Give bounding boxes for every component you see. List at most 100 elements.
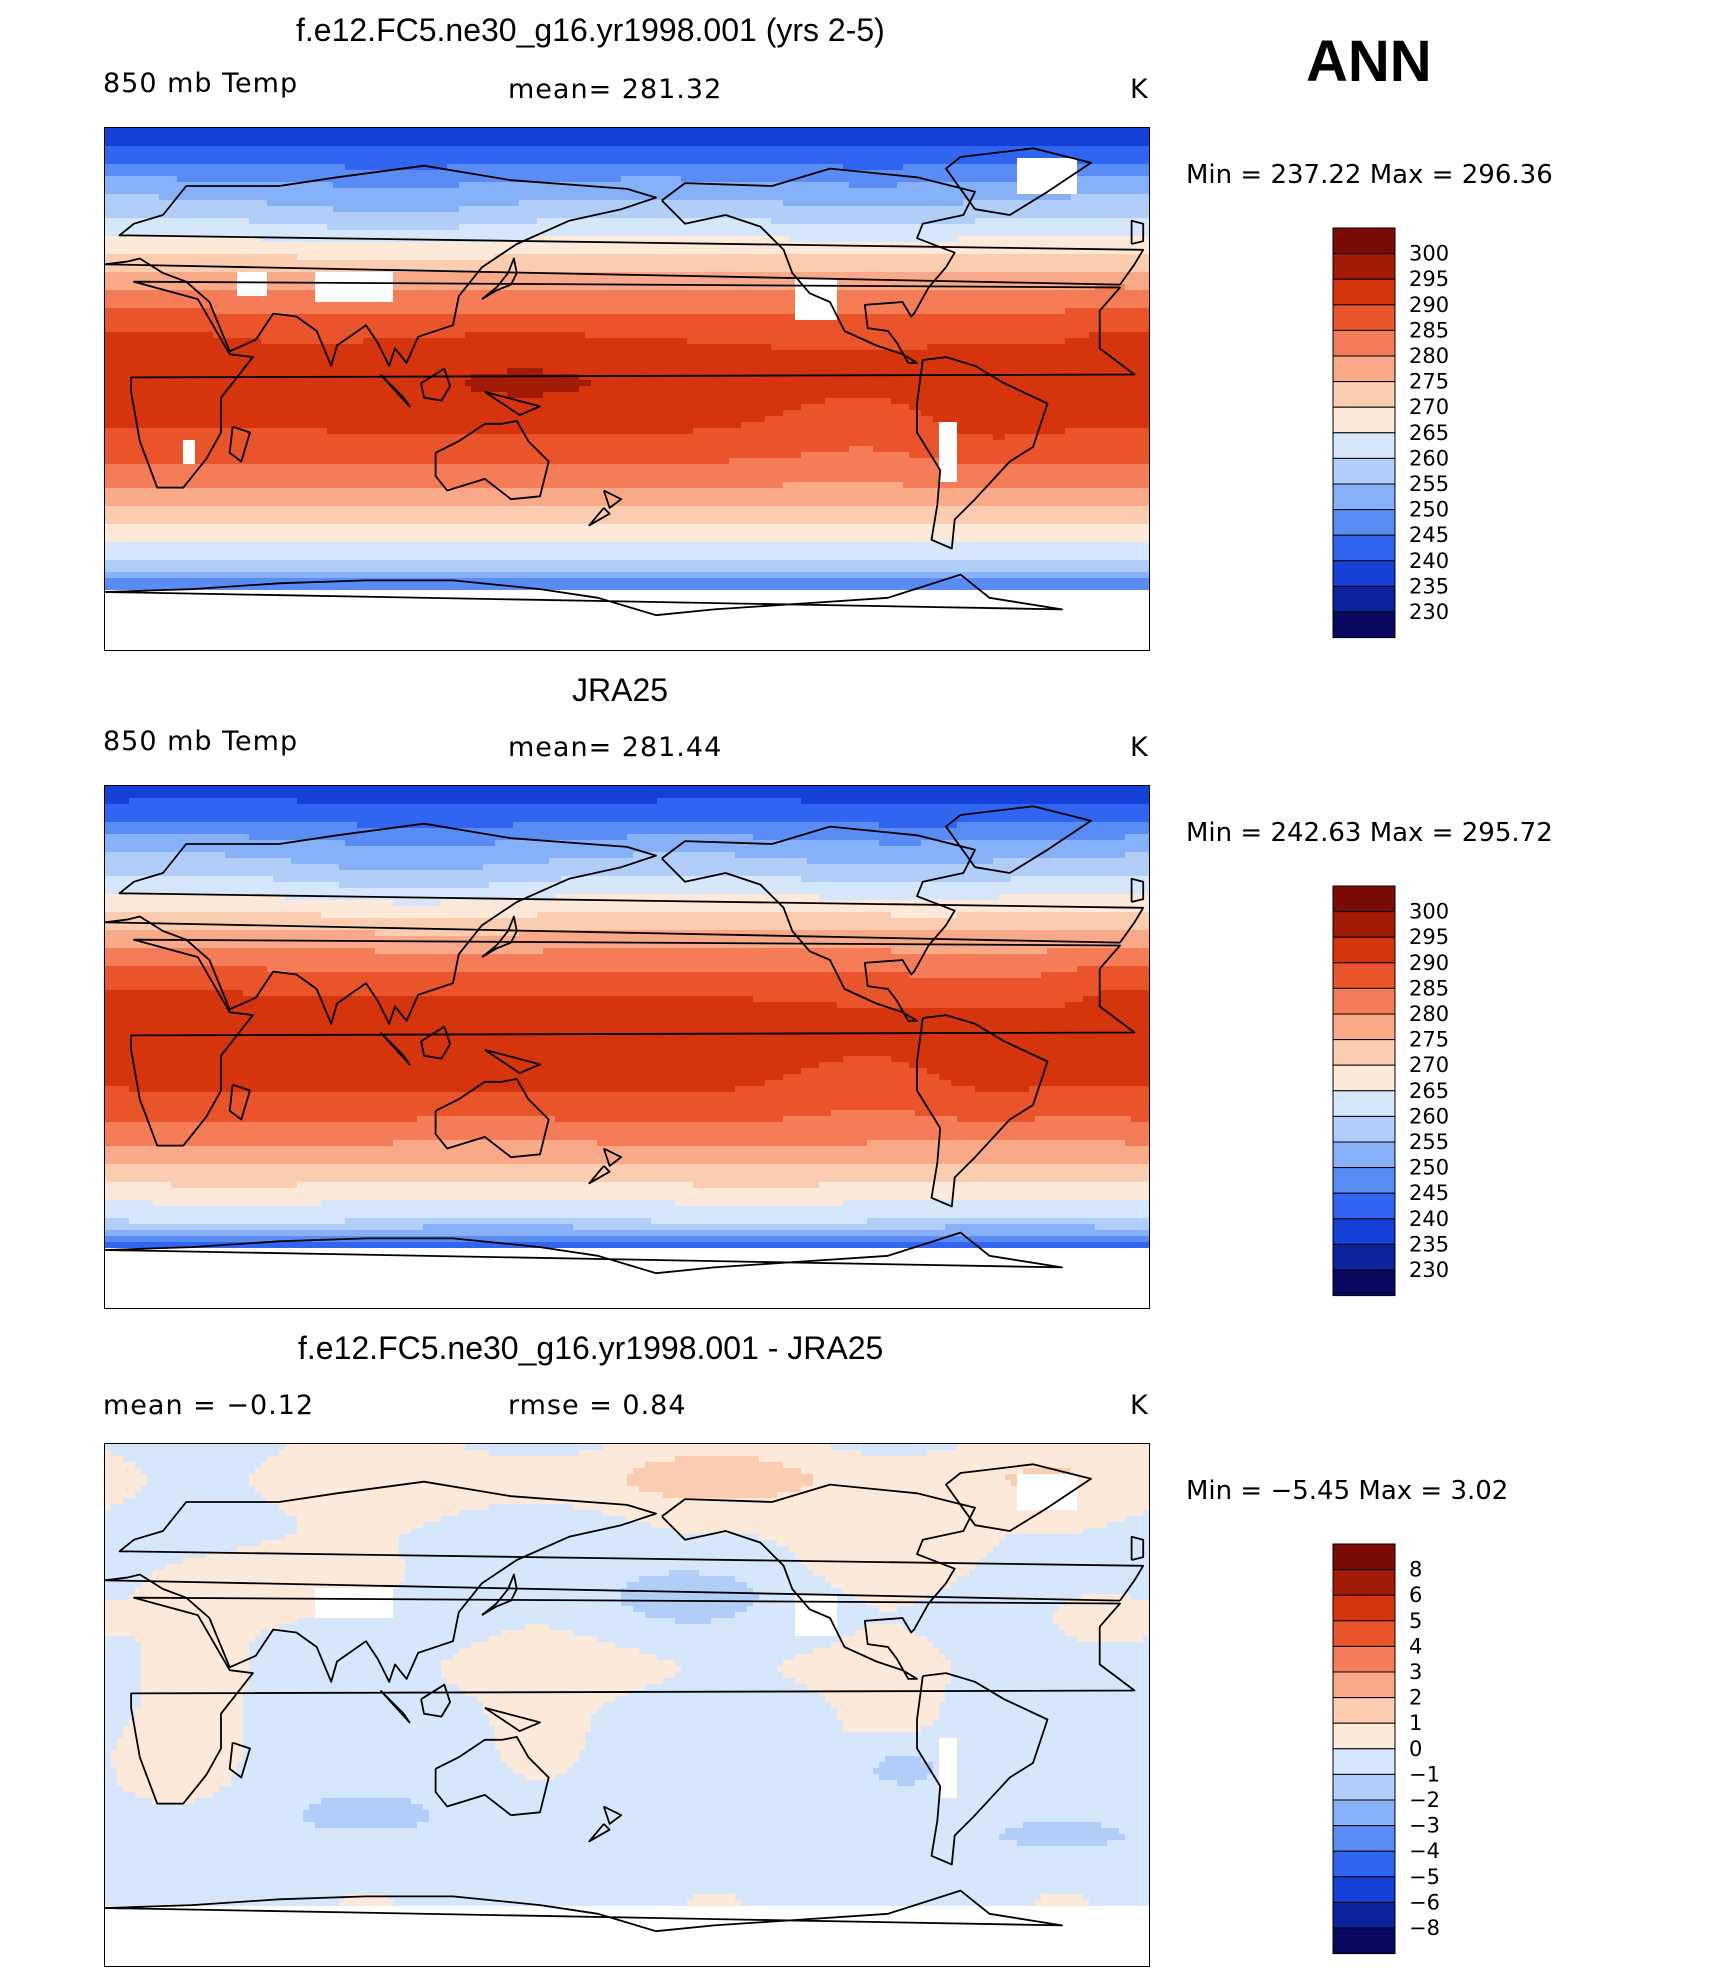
colorbar-swatch [1332,1645,1396,1673]
colorbar-swatch [1332,1748,1396,1775]
colorbar-tick-label: 280 [1409,1002,1449,1026]
colorbar-swatch [1332,483,1396,511]
colorbar-swatch [1332,585,1396,613]
colorbar-tick-label: 3 [1409,1660,1422,1684]
colorbar-swatch [1332,1901,1396,1929]
colorbar-swatch [1332,1141,1396,1169]
colorbar-tick-label: −8 [1409,1916,1440,1940]
panel-title: JRA25 [572,672,669,708]
colorbar-swatch [1332,1773,1396,1801]
mean-label: mean = −0.12 [103,1390,315,1421]
colorbar-tick-label: −3 [1409,1814,1440,1838]
colorbar-tick-label: 295 [1409,267,1449,291]
mean-label: mean= 281.32 [508,74,723,105]
colorbar-swatch [1332,1620,1396,1647]
colorbar-swatch [1332,987,1396,1015]
colorbar-tick-label: 265 [1409,1079,1449,1103]
colorbar-swatch [1332,227,1396,255]
colorbar-tick-label: 280 [1409,344,1449,368]
colorbar-swatch [1332,1569,1396,1596]
colorbar-swatch [1332,611,1396,639]
colorbar-swatch [1332,1799,1396,1827]
panel-title: f.e12.FC5.ne30_g16.yr1998.001 (yrs 2-5) [296,12,885,48]
colorbar-swatch [1332,962,1396,989]
colorbar-tick-label: 275 [1409,370,1449,394]
colorbar-swatch [1332,1167,1396,1194]
colorbar-swatch [1332,1722,1396,1750]
colorbar-swatch [1332,1876,1396,1903]
colorbar-obs: 300 295 290 285 280 275 270 265 260 255 250 245 240 2… [1332,885,1493,1298]
colorbar-swatch [1332,1594,1396,1622]
colorbar-tick-label: 8 [1409,1558,1422,1582]
colorbar-tick-label: 2 [1409,1686,1422,1710]
colorbar-tick-label: 245 [1409,1181,1449,1205]
colorbar-tick-label: 235 [1409,1232,1449,1256]
colorbar-tick-label: 6 [1409,1583,1422,1607]
colorbar-tick-label: 255 [1409,472,1449,496]
colorbar-tick-label: 245 [1409,523,1449,547]
colorbar-tick-label: 300 [1409,242,1449,266]
colorbar-swatch [1332,1090,1396,1117]
map-obs [104,785,1150,1309]
contour-map [105,128,1149,650]
colorbar-tick-label: 260 [1409,1104,1449,1128]
contour-map [105,786,1149,1308]
colorbar-tick-label: 235 [1409,574,1449,598]
colorbar-tick-label: 290 [1409,951,1449,975]
colorbar-tick-label: 300 [1409,900,1449,924]
colorbar-swatch [1332,1039,1396,1066]
colorbar-swatch [1332,1243,1396,1271]
colorbar-swatch [1332,406,1396,434]
colorbar-swatch [1332,1671,1396,1699]
colorbar-diff: 8 6 5 4 3 2 1 0 −1 −2 −3 −4 −5 −6 −8 [1332,1543,1493,1956]
colorbar-swatch [1332,381,1396,408]
colorbar-tick-label: 270 [1409,395,1449,419]
colorbar-swatch [1332,1218,1396,1245]
coastlines [105,147,1145,617]
colorbar-tick-label: 5 [1409,1609,1422,1633]
colorbar-swatch [1332,278,1396,306]
colorbar-swatch [1332,1543,1396,1571]
variable-label: 850 mb Temp [103,726,299,757]
map-diff [104,1443,1150,1967]
units-label: K [1130,732,1149,763]
map-model [104,127,1150,651]
colorbar-tick-label: 270 [1409,1053,1449,1077]
contour-map [105,1444,1149,1966]
variable-label: 850 mb Temp [103,68,299,99]
colorbar-swatch [1332,1927,1396,1955]
colorbar-swatch [1332,355,1396,383]
colorbar-tick-label: 295 [1409,925,1449,949]
coastlines [105,805,1145,1275]
min-max-label: Min = 242.63 Max = 295.72 [1186,818,1553,848]
colorbar-tick-label: 4 [1409,1634,1422,1658]
colorbar-swatch [1332,911,1396,938]
colorbar-tick-label: 1 [1409,1711,1422,1735]
colorbar-model: 300 295 290 285 280 275 270 265 260 255 250 245 240 2… [1332,227,1493,640]
min-max-label: Min = −5.45 Max = 3.02 [1186,1476,1509,1506]
colorbar-tick-label: −1 [1409,1762,1440,1786]
filled-contours [105,1444,1149,1966]
panel-title: f.e12.FC5.ne30_g16.yr1998.001 - JRA25 [298,1330,884,1366]
coastlines [105,1463,1145,1933]
colorbar-swatch [1332,885,1396,913]
colorbar-tick-label: 285 [1409,318,1449,342]
filled-contours [105,786,1149,1308]
colorbar-tick-label: 265 [1409,421,1449,445]
colorbar-swatch [1332,457,1396,485]
colorbar-swatch [1332,1850,1396,1878]
rmse-label: rmse = 0.84 [508,1390,687,1421]
colorbar-tick-label: 260 [1409,446,1449,470]
colorbar-tick-label: −5 [1409,1865,1440,1889]
min-max-label: Min = 237.22 Max = 296.36 [1186,160,1553,190]
colorbar-swatch [1332,1192,1396,1220]
colorbar-swatch [1332,1013,1396,1041]
colorbar-swatch [1332,1269,1396,1297]
colorbar-swatch [1332,936,1396,964]
colorbar-tick-label: −6 [1409,1890,1440,1914]
colorbar-tick-label: 275 [1409,1028,1449,1052]
colorbar-swatch [1332,329,1396,357]
colorbar-swatch [1332,1064,1396,1092]
colorbar-tick-label: 240 [1409,1207,1449,1231]
colorbar-swatch [1332,560,1396,587]
